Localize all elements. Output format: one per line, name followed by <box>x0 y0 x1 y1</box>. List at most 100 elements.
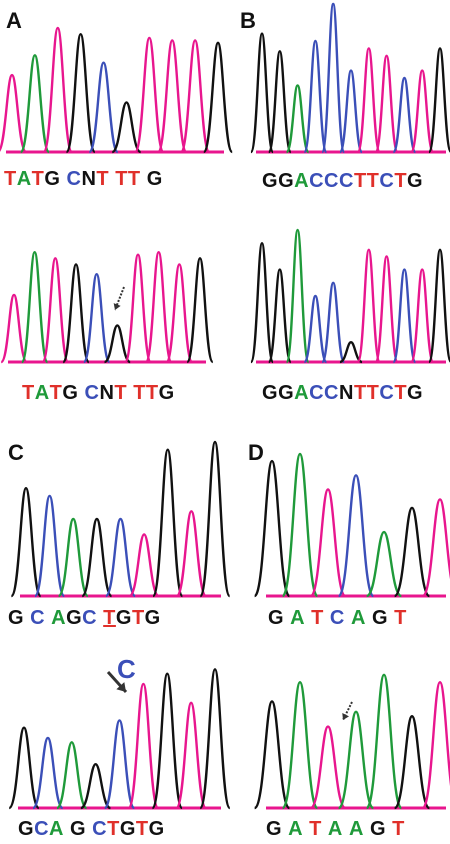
base-call: C <box>309 382 325 404</box>
chromatogram-a1 <box>0 26 234 154</box>
peak-g <box>267 50 293 154</box>
peak-c <box>392 76 417 154</box>
peak-a <box>285 84 310 154</box>
base-call: A <box>290 607 306 629</box>
arrow-head-icon <box>342 713 349 720</box>
peak-t <box>309 725 347 810</box>
peak-a <box>20 251 49 364</box>
arrow-icon <box>114 286 125 311</box>
base-call: C <box>379 382 395 404</box>
base-call: G <box>18 818 35 840</box>
peak-c <box>392 268 417 364</box>
peak-t <box>124 253 152 364</box>
base-call: T <box>353 382 367 404</box>
base-call: G <box>62 382 79 404</box>
peak-g <box>253 459 291 598</box>
panel-letter-d: D <box>248 440 264 465</box>
chromatogram-d1 <box>253 452 450 598</box>
base-call: T <box>394 607 407 629</box>
peak-t <box>128 533 160 598</box>
peak-t <box>133 36 165 154</box>
base-call: A <box>288 818 304 840</box>
base-call: T <box>31 168 45 190</box>
base-call: T <box>311 607 324 629</box>
peak-c <box>338 69 364 154</box>
peak-a <box>365 673 403 810</box>
base-call: C <box>66 168 82 190</box>
peak-t <box>409 69 435 154</box>
base-call: T <box>96 168 110 190</box>
base-call: G <box>278 170 295 192</box>
peak-n <box>111 101 142 154</box>
panel-letter-b: B <box>240 8 256 33</box>
peak-c <box>320 281 346 364</box>
base-call: N <box>81 168 97 190</box>
peak-a <box>19 54 51 154</box>
peak-t <box>156 39 188 154</box>
peak-t <box>175 701 208 810</box>
base-call: T <box>366 382 380 404</box>
peak-g <box>8 726 40 810</box>
base-call: C <box>324 382 339 404</box>
base-call: G <box>268 607 285 629</box>
peak-g <box>151 672 184 810</box>
base-call: T <box>309 818 322 840</box>
base-call: G <box>66 607 83 629</box>
base-call: G <box>266 818 283 840</box>
base-call: T <box>145 382 159 404</box>
chromatogram-b1 <box>249 2 450 154</box>
base-call: C <box>92 818 108 840</box>
base-call: T <box>131 607 145 629</box>
panel-letter-c: C <box>8 440 24 465</box>
base-call: G <box>144 607 161 629</box>
panel-letter-a: A <box>6 8 22 33</box>
base-call: T <box>366 170 380 192</box>
peak-t <box>41 257 70 364</box>
base-call: A <box>294 170 310 192</box>
peak-g <box>10 487 42 598</box>
peak-c <box>104 517 137 598</box>
peak-t <box>175 510 208 598</box>
peak-a <box>55 741 88 810</box>
base-call: T <box>135 818 149 840</box>
base-call: T <box>394 382 408 404</box>
peak-g <box>249 32 275 154</box>
base-call: T <box>103 607 116 629</box>
base-call: G <box>146 168 163 190</box>
base-call: N <box>99 382 115 404</box>
peak-c <box>337 474 375 598</box>
base-call: T <box>4 168 17 190</box>
peak-t <box>374 54 399 154</box>
peak-g <box>65 33 97 154</box>
peak-t <box>0 73 28 154</box>
peak-t <box>374 255 399 364</box>
peak-c <box>31 736 64 810</box>
base-call: C <box>379 170 395 192</box>
peak-c <box>103 719 136 810</box>
sequence-d2: G A T A A G T <box>266 818 405 841</box>
base-call: T <box>133 382 146 404</box>
sequence-a1: TATG CNT TT G <box>4 168 163 191</box>
base-call: A <box>327 818 343 840</box>
peak-g <box>62 263 90 364</box>
sequence-d1: G A T C A G T <box>268 607 407 630</box>
peak-a <box>285 228 310 364</box>
chromatogram-a2 <box>0 251 214 364</box>
peak-g <box>81 517 113 598</box>
peak-t <box>179 39 211 154</box>
base-call: C <box>34 818 50 840</box>
base-call: A <box>294 382 310 404</box>
peak-t <box>409 268 435 364</box>
peak-n <box>103 324 131 364</box>
sequence-c2: GCA G CTGTG <box>18 818 165 841</box>
peak-a <box>281 681 319 810</box>
peak-t <box>356 248 382 364</box>
base-call: G <box>44 168 61 190</box>
peak-c <box>82 272 111 364</box>
base-call: C <box>30 607 46 629</box>
peak-g <box>393 506 431 598</box>
base-call: G <box>262 382 279 404</box>
peak-t <box>356 47 382 154</box>
sequence-c1: G C AGC TGTG <box>8 607 161 630</box>
peak-t <box>165 263 194 364</box>
